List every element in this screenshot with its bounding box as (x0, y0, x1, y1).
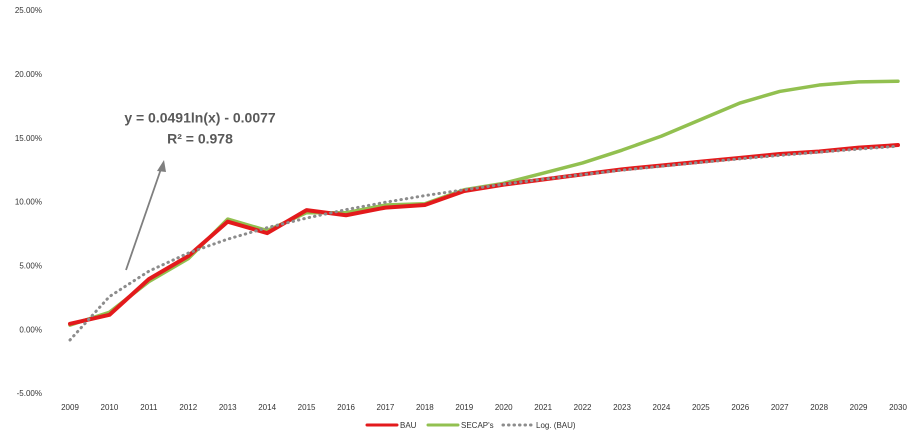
legend-label: SECAP's (461, 421, 494, 430)
annotation-arrow (125, 165, 163, 271)
x-tick-label: 2011 (140, 403, 158, 412)
y-tick-label: -5.00% (17, 389, 42, 398)
y-tick-label: 5.00% (19, 261, 42, 270)
series-line (68, 144, 900, 342)
trend-equation: y = 0.0491ln(x) - 0.0077 (124, 110, 276, 126)
legend-label: BAU (400, 421, 417, 430)
x-tick-label: 2014 (258, 403, 276, 412)
x-tick-label: 2019 (455, 403, 473, 412)
x-tick-label: 2020 (495, 403, 513, 412)
y-tick-label: 0.00% (19, 325, 42, 334)
x-tick-label: 2009 (61, 403, 79, 412)
x-tick-label: 2029 (850, 403, 868, 412)
x-tick-label: 2010 (101, 403, 119, 412)
x-tick-label: 2026 (731, 403, 749, 412)
x-tick-label: 2013 (219, 403, 237, 412)
x-tick-label: 2017 (377, 403, 395, 412)
x-tick-label: 2024 (653, 403, 671, 412)
x-tick-label: 2027 (771, 403, 789, 412)
x-tick-label: 2015 (298, 403, 316, 412)
x-tick-label: 2023 (613, 403, 631, 412)
y-tick-label: 10.00% (15, 198, 42, 207)
x-tick-label: 2030 (889, 403, 907, 412)
x-tick-label: 2018 (416, 403, 434, 412)
series-line (68, 143, 900, 326)
arrow-head (157, 160, 166, 172)
r-squared: R² = 0.978 (167, 131, 233, 147)
legend-label: Log. (BAU) (536, 421, 576, 430)
y-tick-label: 25.00% (15, 6, 42, 15)
x-tick-label: 2021 (534, 403, 552, 412)
x-tick-label: 2016 (337, 403, 355, 412)
x-tick-label: 2025 (692, 403, 710, 412)
y-tick-label: 15.00% (15, 134, 42, 143)
x-tick-label: 2022 (574, 403, 592, 412)
y-tick-label: 20.00% (15, 70, 42, 79)
x-tick-label: 2028 (810, 403, 828, 412)
x-tick-label: 2012 (179, 403, 197, 412)
